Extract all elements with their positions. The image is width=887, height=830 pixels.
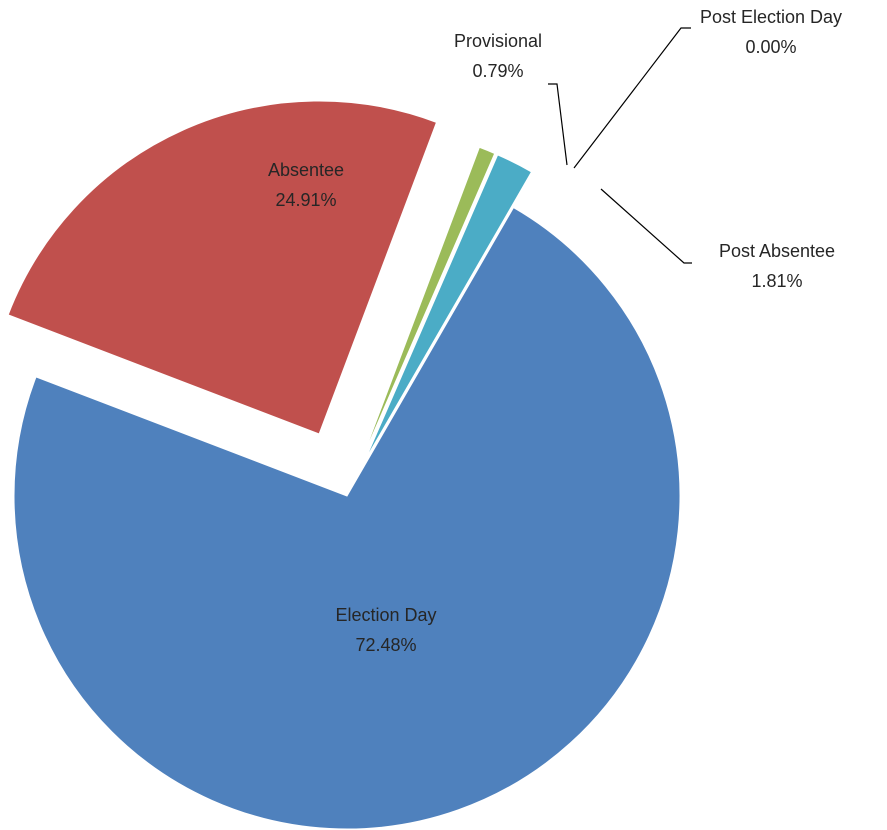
slice-value-label: 72.48%	[355, 635, 416, 655]
pie-slice-post-absentee	[364, 154, 533, 461]
slice-value-label: 0.00%	[745, 37, 796, 57]
slice-label: Provisional	[454, 31, 542, 51]
leader-line	[548, 83, 568, 166]
pie-slice-election-day	[13, 206, 681, 830]
leader-lines	[548, 27, 692, 264]
pie-slice-absentee	[7, 100, 438, 435]
slice-label: Post Absentee	[719, 241, 835, 261]
leader-line	[573, 27, 691, 169]
slice-label: Absentee	[268, 160, 344, 180]
slice-label: Post Election Day	[700, 7, 842, 27]
slice-value-label: 1.81%	[751, 271, 802, 291]
slice-label: Election Day	[335, 605, 436, 625]
pie-slice-provisional	[361, 146, 496, 460]
slice-value-label: 24.91%	[275, 190, 336, 210]
slice-labels: Election Day 72.48% Absentee 24.91% Provisio…	[268, 7, 842, 655]
slice-value-label: 0.79%	[472, 61, 523, 81]
leader-line	[600, 188, 692, 264]
pie-slices	[7, 100, 681, 830]
